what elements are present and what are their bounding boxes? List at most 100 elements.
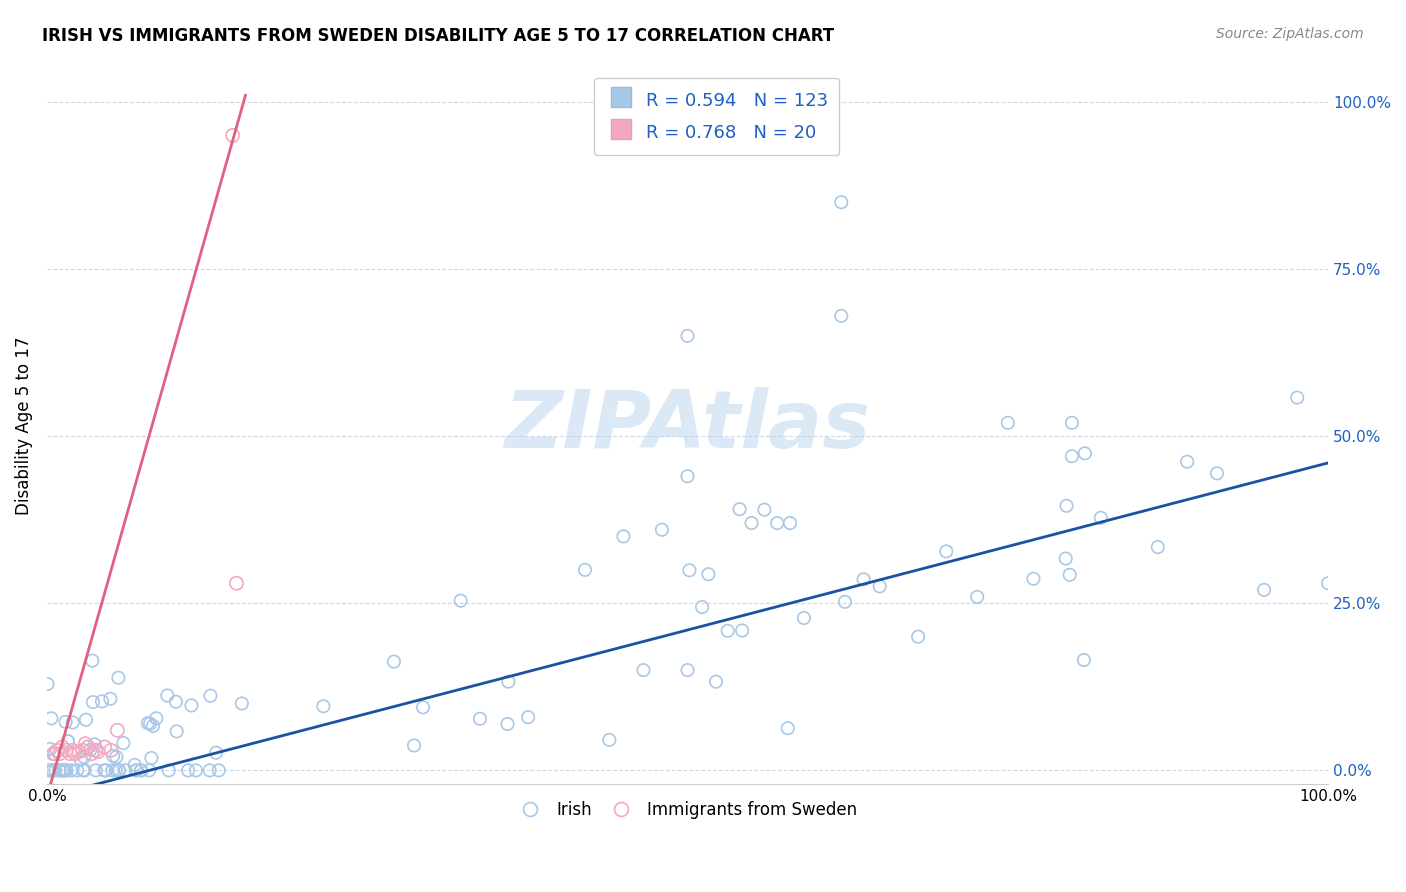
Point: [55, 743, 77, 757]
Point: [48, 747, 70, 761]
Point: [41, 711, 63, 725]
Point: [63, 747, 86, 761]
Point: [574, 563, 596, 577]
Point: [125, 764, 148, 778]
Point: [741, 516, 763, 530]
Point: [498, 674, 520, 689]
Point: [834, 595, 856, 609]
Text: Source: ZipAtlas.com: Source: ZipAtlas.com: [1216, 27, 1364, 41]
Point: [72, 764, 94, 778]
Point: [136, 716, 159, 731]
Point: [59, 764, 82, 778]
Point: [1206, 467, 1229, 481]
Point: [1059, 567, 1081, 582]
Point: [42, 747, 65, 761]
Point: [75, 713, 97, 727]
Point: [51, 739, 73, 754]
Point: [44, 747, 66, 761]
Point: [697, 567, 720, 582]
Point: [1090, 511, 1112, 525]
Point: [166, 724, 188, 739]
Point: [717, 624, 740, 638]
Point: [107, 671, 129, 685]
Point: [690, 600, 713, 615]
Point: [55, 764, 77, 778]
Point: [101, 764, 124, 778]
Point: [52, 764, 75, 778]
Point: [84, 764, 107, 778]
Point: [108, 764, 131, 778]
Point: [766, 516, 789, 530]
Point: [1060, 416, 1083, 430]
Text: ZIPAtlas: ZIPAtlas: [505, 387, 870, 465]
Point: [77, 739, 100, 754]
Point: [754, 502, 776, 516]
Point: [72, 743, 94, 757]
Point: [98, 691, 121, 706]
Point: [1022, 572, 1045, 586]
Point: [105, 750, 128, 764]
Point: [1146, 540, 1168, 554]
Point: [676, 329, 699, 343]
Point: [225, 576, 247, 591]
Point: [67, 745, 90, 759]
Point: [852, 573, 875, 587]
Point: [728, 502, 751, 516]
Point: [37, 764, 59, 778]
Point: [1073, 653, 1095, 667]
Point: [80, 747, 103, 761]
Point: [82, 695, 104, 709]
Point: [468, 712, 491, 726]
Point: [42, 764, 65, 778]
Point: [73, 764, 96, 778]
Point: [145, 711, 167, 725]
Point: [676, 663, 699, 677]
Point: [59, 747, 82, 761]
Point: [55, 764, 77, 778]
Point: [1286, 391, 1309, 405]
Point: [39, 764, 62, 778]
Point: [997, 416, 1019, 430]
Point: [93, 764, 115, 778]
Point: [776, 721, 799, 735]
Point: [69, 752, 91, 766]
Point: [91, 694, 114, 708]
Point: [114, 764, 136, 778]
Point: [412, 700, 434, 714]
Point: [112, 736, 135, 750]
Point: [139, 716, 162, 731]
Point: [1074, 446, 1097, 460]
Point: [1060, 449, 1083, 463]
Point: [138, 764, 160, 778]
Point: [830, 309, 852, 323]
Point: [312, 699, 335, 714]
Point: [101, 748, 124, 763]
Point: [125, 764, 148, 778]
Point: [107, 764, 129, 778]
Point: [129, 764, 152, 778]
Point: [496, 717, 519, 731]
Point: [48, 764, 70, 778]
Point: [676, 469, 699, 483]
Point: [124, 758, 146, 772]
Point: [100, 743, 122, 757]
Point: [200, 689, 222, 703]
Point: [56, 734, 79, 748]
Point: [935, 544, 957, 558]
Point: [53, 764, 76, 778]
Point: [94, 764, 117, 778]
Point: [180, 698, 202, 713]
Point: [84, 743, 107, 757]
Point: [82, 654, 104, 668]
Point: [208, 764, 231, 778]
Point: [44, 764, 66, 778]
Point: [56, 734, 79, 748]
Point: [156, 689, 179, 703]
Point: [198, 764, 221, 778]
Point: [94, 764, 117, 778]
Point: [598, 732, 620, 747]
Point: [907, 630, 929, 644]
Text: IRISH VS IMMIGRANTS FROM SWEDEN DISABILITY AGE 5 TO 17 CORRELATION CHART: IRISH VS IMMIGRANTS FROM SWEDEN DISABILI…: [42, 27, 834, 45]
Point: [104, 764, 127, 778]
Point: [651, 523, 673, 537]
